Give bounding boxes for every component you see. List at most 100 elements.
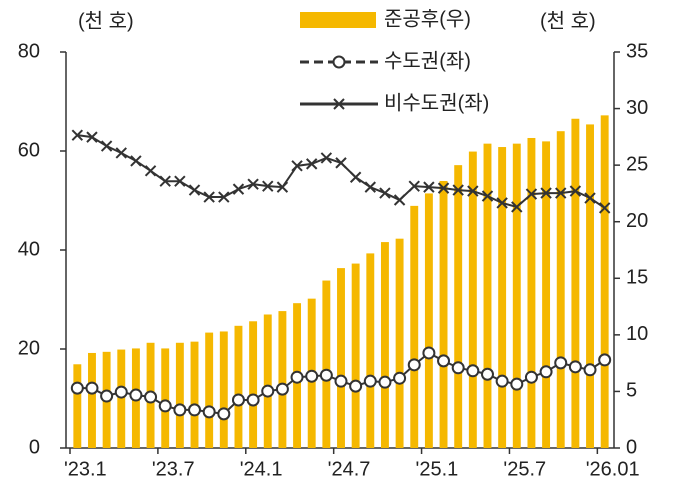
bar bbox=[337, 268, 345, 448]
point bbox=[144, 165, 157, 177]
point bbox=[202, 405, 216, 419]
x-tick-label: '25.1 bbox=[416, 458, 459, 480]
point bbox=[261, 384, 275, 398]
y2-tick-label: 20 bbox=[626, 210, 648, 232]
bar bbox=[161, 348, 170, 448]
point bbox=[159, 175, 171, 187]
bar bbox=[454, 165, 463, 448]
bar bbox=[395, 238, 404, 448]
point bbox=[290, 370, 304, 384]
point bbox=[393, 194, 406, 206]
bar bbox=[205, 332, 214, 448]
point bbox=[349, 379, 363, 393]
bar bbox=[278, 311, 287, 448]
x-tick-label: '26.01 bbox=[586, 458, 640, 480]
line bbox=[77, 134, 606, 209]
point bbox=[100, 140, 113, 152]
point bbox=[231, 393, 245, 407]
point bbox=[188, 184, 201, 196]
bar bbox=[556, 131, 565, 448]
point bbox=[86, 131, 98, 143]
y2-tick-label: 25 bbox=[626, 153, 648, 175]
bar bbox=[117, 349, 126, 448]
bar bbox=[73, 364, 82, 448]
point bbox=[598, 202, 611, 214]
point bbox=[130, 155, 142, 167]
point bbox=[555, 187, 567, 199]
bar bbox=[424, 193, 433, 448]
x-tick-label: '25.7 bbox=[503, 458, 546, 480]
bar bbox=[586, 124, 594, 448]
bar bbox=[88, 352, 96, 448]
point bbox=[174, 175, 186, 187]
x-tick-label: '23.7 bbox=[152, 458, 195, 480]
point bbox=[407, 358, 421, 372]
y2-tick-label: 15 bbox=[626, 267, 648, 289]
bar bbox=[600, 115, 609, 449]
x-tick-label: '23.1 bbox=[64, 458, 107, 480]
point bbox=[305, 158, 318, 170]
point bbox=[232, 183, 245, 195]
point bbox=[158, 399, 172, 413]
point bbox=[144, 390, 158, 404]
point bbox=[495, 374, 509, 388]
bar bbox=[571, 118, 580, 449]
bar bbox=[468, 151, 477, 448]
point bbox=[540, 187, 552, 199]
point bbox=[511, 201, 523, 213]
point bbox=[71, 129, 84, 141]
point bbox=[584, 192, 596, 204]
point bbox=[423, 181, 435, 193]
point bbox=[480, 367, 494, 381]
y-unit-label: (천 호) bbox=[78, 9, 134, 32]
y-tick-label: 20 bbox=[18, 337, 40, 359]
point bbox=[320, 152, 333, 164]
bar bbox=[351, 263, 360, 448]
point bbox=[114, 385, 128, 399]
point bbox=[496, 197, 508, 209]
point bbox=[319, 368, 333, 382]
legend-label: 수도권(좌) bbox=[384, 49, 471, 72]
point bbox=[246, 393, 260, 407]
point bbox=[275, 382, 289, 396]
y-tick-label: 40 bbox=[18, 238, 40, 260]
point bbox=[332, 55, 346, 69]
point bbox=[437, 182, 450, 194]
point bbox=[262, 180, 274, 192]
legend-swatch bbox=[300, 12, 376, 28]
bar bbox=[439, 180, 448, 449]
y-tick-label: 0 bbox=[29, 436, 40, 458]
point bbox=[408, 180, 420, 192]
point bbox=[524, 370, 538, 384]
point bbox=[218, 191, 230, 203]
y2-tick-label: 5 bbox=[626, 380, 637, 402]
point bbox=[525, 188, 538, 200]
point bbox=[452, 184, 464, 196]
point bbox=[481, 190, 494, 202]
bar bbox=[380, 242, 389, 448]
point bbox=[129, 388, 143, 402]
point bbox=[451, 361, 465, 375]
point bbox=[466, 364, 480, 378]
y2-tick-label: 35 bbox=[626, 40, 648, 62]
point bbox=[70, 381, 84, 395]
point bbox=[349, 171, 362, 183]
point bbox=[363, 374, 377, 388]
point bbox=[393, 371, 407, 385]
point bbox=[568, 360, 582, 374]
bar bbox=[322, 280, 331, 448]
point bbox=[539, 365, 553, 379]
point bbox=[100, 389, 114, 403]
legend-label: 비수도권(좌) bbox=[384, 91, 489, 114]
bar bbox=[483, 143, 492, 448]
point bbox=[598, 353, 612, 367]
point bbox=[173, 403, 187, 417]
bar bbox=[498, 147, 507, 449]
point bbox=[85, 381, 99, 395]
y2-unit-label: (천 호) bbox=[540, 9, 596, 32]
point bbox=[335, 157, 347, 169]
point bbox=[115, 147, 127, 159]
x-tick-label: '24.1 bbox=[240, 458, 283, 480]
point bbox=[379, 187, 391, 199]
point bbox=[276, 181, 289, 193]
